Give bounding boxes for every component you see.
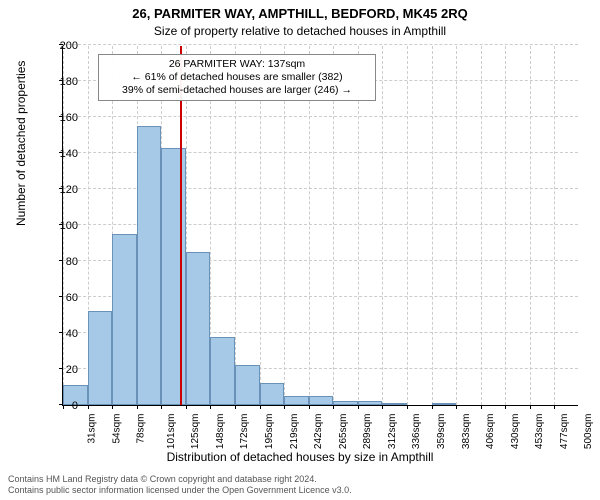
x-tick-label: 406sqm [485, 414, 496, 450]
x-tick-label: 265sqm [338, 414, 349, 450]
grid-line-vertical [505, 46, 506, 405]
histogram-bar [161, 148, 186, 405]
x-tick-label: 453sqm [534, 414, 545, 450]
histogram-bar [358, 401, 383, 405]
y-tick-label: 60 [38, 292, 78, 304]
x-tick-mark [137, 405, 138, 409]
annotation-line-3: 39% of semi-detached houses are larger (… [105, 84, 369, 97]
histogram-bar [382, 403, 407, 405]
grid-line-vertical [481, 46, 482, 405]
x-tick-mark [333, 405, 334, 409]
plot-area-wrap: 26 PARMITER WAY: 137sqm ← 61% of detache… [62, 46, 578, 406]
x-tick-mark [284, 405, 285, 409]
x-tick-label: 500sqm [584, 414, 595, 450]
x-tick-label: 336sqm [412, 414, 423, 450]
x-tick-mark [309, 405, 310, 409]
x-tick-label: 101sqm [166, 414, 177, 450]
y-tick-label: 200 [38, 40, 78, 52]
histogram-bar [186, 252, 211, 405]
x-tick-label: 195sqm [264, 414, 275, 450]
annotation-box: 26 PARMITER WAY: 137sqm ← 61% of detache… [98, 54, 376, 101]
x-tick-label: 219sqm [289, 414, 300, 450]
x-tick-mark [530, 405, 531, 409]
y-tick-label: 100 [38, 220, 78, 232]
x-tick-label: 289sqm [362, 414, 373, 450]
x-tick-mark [554, 405, 555, 409]
histogram-bar [112, 234, 137, 405]
grid-line-vertical [456, 46, 457, 405]
grid-line-vertical [554, 46, 555, 405]
y-tick-label: 20 [38, 364, 78, 376]
x-tick-label: 430sqm [510, 414, 521, 450]
x-tick-label: 359sqm [436, 414, 447, 450]
x-tick-label: 54sqm [111, 414, 122, 444]
grid-line-vertical [382, 46, 383, 405]
histogram-bar [235, 365, 260, 405]
x-tick-label: 31sqm [87, 414, 98, 444]
annotation-line-2: ← 61% of detached houses are smaller (38… [105, 71, 369, 84]
y-axis-label: Number of detached properties [14, 61, 28, 226]
x-tick-mark [432, 405, 433, 409]
x-tick-mark [112, 405, 113, 409]
grid-line-vertical [432, 46, 433, 405]
y-tick-label: 180 [38, 76, 78, 88]
y-tick-label: 0 [38, 400, 78, 412]
x-axis-label: Distribution of detached houses by size … [0, 450, 600, 464]
histogram-bar [432, 403, 457, 405]
grid-line-horizontal [63, 44, 578, 45]
x-tick-label: 172sqm [240, 414, 251, 450]
y-tick-label: 40 [38, 328, 78, 340]
footer-line-2: Contains public sector information licen… [8, 485, 592, 496]
x-tick-mark [210, 405, 211, 409]
chart-title-main: 26, PARMITER WAY, AMPTHILL, BEDFORD, MK4… [0, 6, 600, 21]
x-tick-label: 383sqm [461, 414, 472, 450]
y-tick-label: 160 [38, 112, 78, 124]
x-tick-label: 312sqm [387, 414, 398, 450]
y-tick-label: 80 [38, 256, 78, 268]
x-tick-mark [505, 405, 506, 409]
figure: 26, PARMITER WAY, AMPTHILL, BEDFORD, MK4… [0, 0, 600, 500]
histogram-bar [333, 401, 358, 405]
y-tick-label: 120 [38, 184, 78, 196]
x-tick-label: 125sqm [190, 414, 201, 450]
footer-attribution: Contains HM Land Registry data © Crown c… [8, 474, 592, 496]
x-tick-mark [481, 405, 482, 409]
x-tick-mark [186, 405, 187, 409]
x-tick-mark [88, 405, 89, 409]
x-tick-mark [235, 405, 236, 409]
x-tick-mark [260, 405, 261, 409]
histogram-bar [284, 396, 309, 405]
annotation-line-1: 26 PARMITER WAY: 137sqm [105, 58, 369, 71]
x-tick-mark [358, 405, 359, 409]
histogram-bar [137, 126, 162, 405]
footer-line-1: Contains HM Land Registry data © Crown c… [8, 474, 592, 485]
x-tick-mark [456, 405, 457, 409]
histogram-bar [309, 396, 334, 405]
x-tick-mark [407, 405, 408, 409]
x-tick-mark [161, 405, 162, 409]
y-tick-label: 140 [38, 148, 78, 160]
x-tick-mark [382, 405, 383, 409]
histogram-bar [260, 383, 285, 405]
chart-title-sub: Size of property relative to detached ho… [0, 24, 600, 38]
histogram-bar [88, 311, 113, 405]
histogram-bar [210, 337, 235, 405]
grid-line-vertical [530, 46, 531, 405]
x-tick-label: 477sqm [559, 414, 570, 450]
grid-line-horizontal [63, 116, 578, 117]
x-tick-label: 242sqm [313, 414, 324, 450]
x-tick-label: 78sqm [136, 414, 147, 444]
x-tick-label: 148sqm [215, 414, 226, 450]
grid-line-vertical [407, 46, 408, 405]
